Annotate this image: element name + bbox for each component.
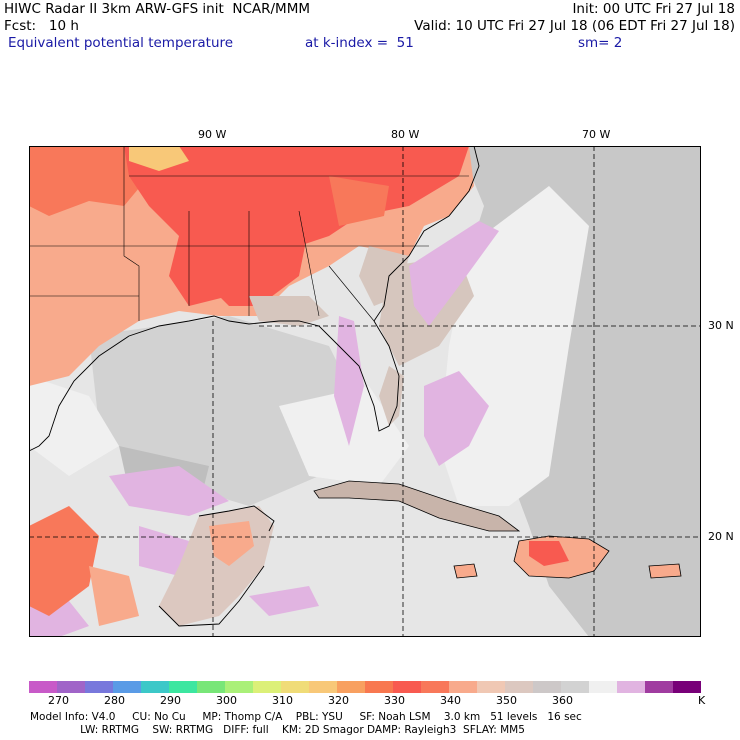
- model-title: HIWC Radar II 3km ARW-GFS init NCAR/MMM: [4, 1, 310, 17]
- colorbar-swatch: [477, 681, 505, 693]
- colorbar-label: 340: [440, 694, 461, 707]
- central-america-regions: [29, 506, 274, 626]
- colorbar-swatch: [421, 681, 449, 693]
- colorbar-label: 320: [328, 694, 349, 707]
- coastlines: [29, 146, 480, 627]
- colorbar-swatch: [393, 681, 421, 693]
- colorbar-swatch: [365, 681, 393, 693]
- colorbar-swatch: [645, 681, 673, 693]
- map-frame: [29, 146, 701, 637]
- caribbean-islands: [313, 480, 682, 579]
- colorbar-swatch: [113, 681, 141, 693]
- theta-e-map: [29, 146, 701, 637]
- model-info-line2: LW: RRTMG SW: RRTMG DIFF: full KM: 2D Sm…: [30, 724, 525, 736]
- model-info-line1: Model Info: V4.0 CU: No Cu MP: Thomp C/A…: [30, 711, 582, 723]
- level-index: at k-index = 51: [305, 35, 414, 51]
- forecast-hour: Fcst: 10 h: [4, 18, 79, 34]
- colorbar-swatch: [57, 681, 85, 693]
- colorbar-label: 280: [104, 694, 125, 707]
- us-warm-regions: [29, 146, 474, 386]
- colorbar-swatch: [673, 681, 701, 693]
- field-name: Equivalent potential temperature: [8, 35, 234, 51]
- lon-label-90w: 90 W: [198, 128, 227, 141]
- colorbar-swatch: [449, 681, 477, 693]
- colorbar-label: 270: [48, 694, 69, 707]
- lat-label-20n: 20 N: [708, 530, 734, 543]
- colorbar-label: 290: [160, 694, 181, 707]
- colorbar-unit: K: [698, 694, 706, 707]
- colorbar-label: 330: [384, 694, 405, 707]
- lat-label-30n: 30 N: [708, 319, 734, 332]
- state-borders: [29, 146, 469, 322]
- colorbar-label: 310: [272, 694, 293, 707]
- colorbar-label: 350: [496, 694, 517, 707]
- colorbar-label: 360: [552, 694, 573, 707]
- colorbar-swatch: [281, 681, 309, 693]
- valid-time: Valid: 10 UTC Fri 27 Jul 18 (06 EDT Fri …: [414, 18, 735, 34]
- colorbar-swatch: [197, 681, 225, 693]
- colorbar-swatch: [533, 681, 561, 693]
- grid-lines: [29, 146, 701, 637]
- colorbar-swatch: [589, 681, 617, 693]
- colorbar-swatch: [225, 681, 253, 693]
- lon-label-80w: 80 W: [391, 128, 420, 141]
- colorbar-swatch: [505, 681, 533, 693]
- colorbar-swatch: [253, 681, 281, 693]
- colorbar-swatch: [85, 681, 113, 693]
- colorbar-swatch: [309, 681, 337, 693]
- lon-label-70w: 70 W: [582, 128, 611, 141]
- colorbar-swatch: [617, 681, 645, 693]
- colorbar-label: 300: [216, 694, 237, 707]
- smoothing-value: sm= 2: [578, 35, 623, 51]
- colorbar-swatch: [29, 681, 57, 693]
- init-time: Init: 00 UTC Fri 27 Jul 18: [572, 1, 735, 17]
- colorbar-swatch: [141, 681, 169, 693]
- colorbar-swatch: [337, 681, 365, 693]
- colorbar-swatch: [561, 681, 589, 693]
- colorbar-swatch: [169, 681, 197, 693]
